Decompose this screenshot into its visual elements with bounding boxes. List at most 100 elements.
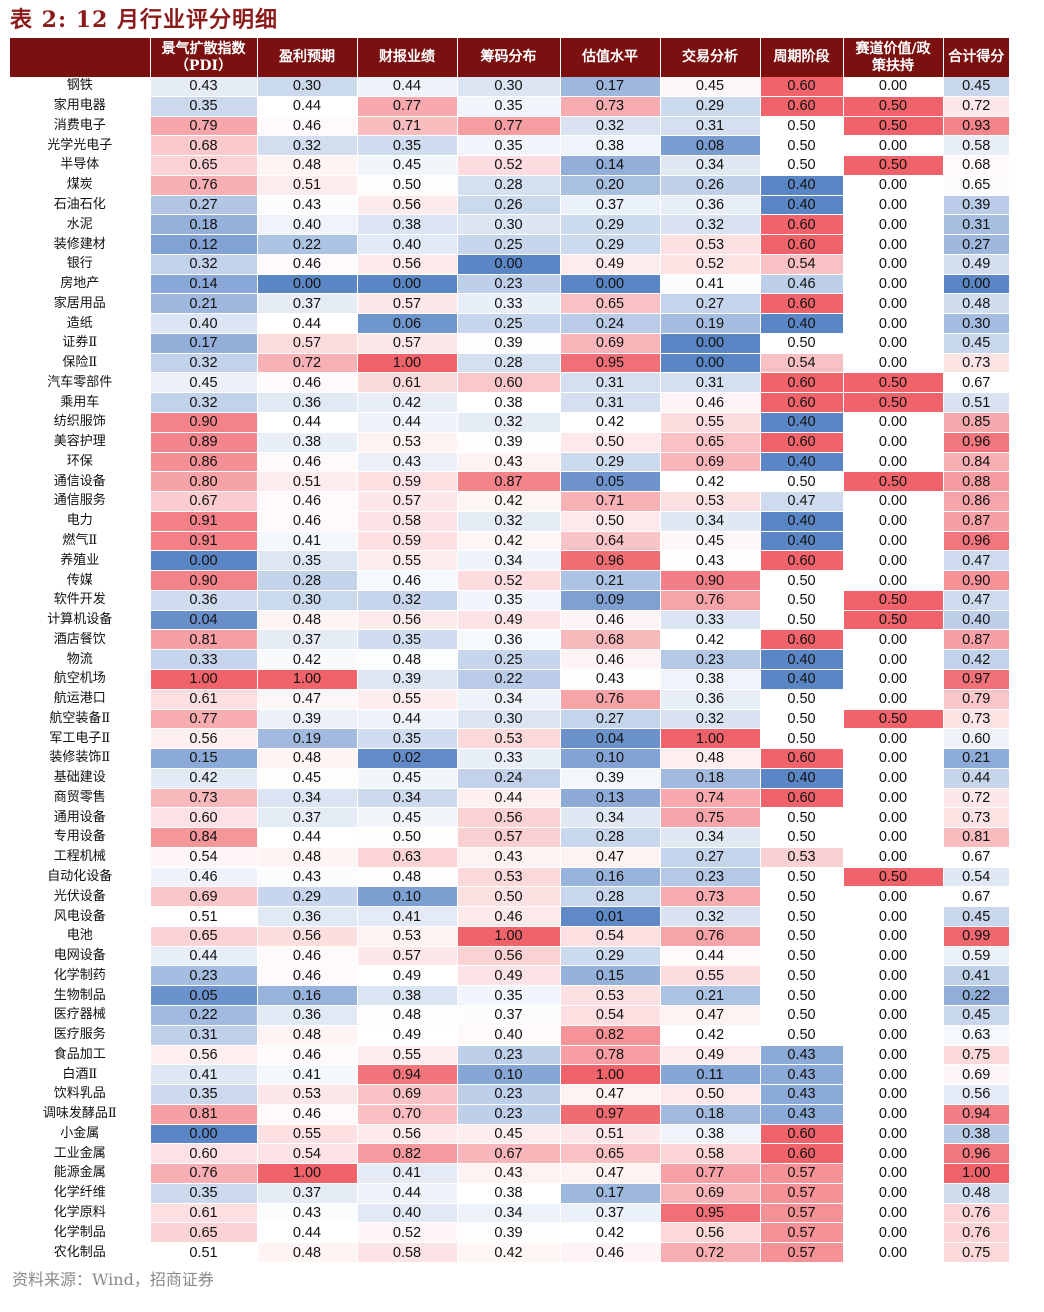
- score-cell: 0.46: [256, 946, 357, 967]
- score-cell: 0.00: [842, 333, 943, 354]
- score-cell: 0.00: [842, 689, 943, 710]
- table-row: 半导体 0.65 0.48 0.45 0.52 0.14 0.34 0.50 0.50 0.68: [10, 155, 1009, 176]
- score-cell: 0.21: [149, 293, 257, 315]
- score-cell: 0.34: [456, 550, 560, 572]
- score-cell: 0.31: [942, 214, 1009, 236]
- score-cell: 0.48: [256, 1242, 357, 1263]
- industry-name: 石油石化: [10, 195, 150, 216]
- score-cell: 0.00: [842, 1064, 943, 1086]
- score-cell: 0.13: [559, 788, 660, 809]
- score-cell: 0.50: [759, 807, 843, 829]
- score-cell: 0.40: [759, 195, 843, 216]
- score-cell: 0.00: [842, 550, 943, 572]
- score-cell: 0.29: [559, 234, 660, 255]
- score-cell: 0.23: [456, 1084, 560, 1105]
- score-cell: 0.42: [456, 491, 560, 512]
- score-cell: 0.71: [356, 116, 457, 137]
- score-cell: 0.50: [759, 709, 843, 730]
- score-cell: 0.00: [256, 274, 357, 295]
- score-cell: 0.47: [942, 590, 1009, 611]
- score-cell: 0.39: [456, 432, 560, 453]
- score-cell: 0.81: [149, 1104, 257, 1125]
- table-row: 乘用车 0.32 0.36 0.42 0.38 0.31 0.46 0.60 0.50 0.51: [10, 392, 1009, 414]
- score-cell: 0.86: [942, 491, 1009, 512]
- score-cell: 0.67: [942, 886, 1009, 908]
- score-cell: 0.34: [559, 807, 660, 829]
- score-cell: 0.65: [149, 1222, 257, 1244]
- score-cell: 0.76: [659, 926, 760, 947]
- industry-name: 航运港口: [10, 689, 150, 710]
- score-cell: 0.74: [659, 788, 760, 809]
- industry-name: 汽车零部件: [10, 372, 150, 394]
- score-cell: 0.36: [659, 195, 760, 216]
- score-cell: 0.10: [456, 1064, 560, 1086]
- industry-name: 农化制品: [10, 1242, 150, 1263]
- score-cell: 0.60: [759, 629, 843, 651]
- score-cell: 0.46: [256, 116, 357, 137]
- score-cell: 0.43: [759, 1104, 843, 1125]
- score-cell: 0.61: [149, 1203, 257, 1224]
- score-cell: 0.50: [759, 886, 843, 908]
- score-cell: 1.00: [149, 669, 257, 690]
- score-cell: 0.42: [356, 392, 457, 414]
- table-row: 工业金属 0.60 0.54 0.82 0.67 0.65 0.58 0.60 0.00 0.96: [10, 1143, 1009, 1165]
- industry-name: 医疗服务: [10, 1025, 150, 1046]
- score-cell: 0.33: [456, 748, 560, 769]
- score-cell: 0.76: [659, 590, 760, 611]
- score-cell: 0.00: [842, 1242, 943, 1263]
- score-cell: 0.50: [842, 392, 943, 414]
- score-cell: 0.40: [256, 214, 357, 236]
- score-cell: 0.67: [942, 372, 1009, 394]
- table-row: 能源金属 0.76 1.00 0.41 0.43 0.47 0.77 0.57 0.00 1.00: [10, 1163, 1009, 1184]
- table-row: 电池 0.65 0.56 0.53 1.00 0.54 0.76 0.50 0.00 0.99: [10, 926, 1009, 947]
- score-cell: 0.33: [149, 649, 257, 670]
- score-cell: 0.50: [842, 709, 943, 730]
- score-cell: 0.57: [256, 333, 357, 354]
- score-cell: 0.48: [256, 610, 357, 631]
- industry-name: 环保: [10, 452, 150, 473]
- industry-name: 电池: [10, 926, 150, 947]
- table-row: 小金属 0.00 0.55 0.56 0.45 0.51 0.38 0.60 0.00 0.38: [10, 1124, 1009, 1145]
- score-cell: 0.61: [356, 372, 457, 394]
- score-cell: 0.17: [559, 1183, 660, 1204]
- industry-name: 软件开发: [10, 590, 150, 611]
- score-cell: 0.50: [842, 116, 943, 137]
- score-cell: 0.57: [356, 333, 457, 354]
- score-cell: 0.69: [942, 1064, 1009, 1086]
- score-cell: 0.43: [559, 669, 660, 690]
- score-cell: 0.35: [356, 728, 457, 750]
- score-cell: 0.00: [842, 965, 943, 987]
- score-cell: 0.73: [942, 807, 1009, 829]
- score-cell: 0.00: [842, 847, 943, 868]
- score-cell: 0.69: [356, 1084, 457, 1105]
- industry-name: 证券Ⅱ: [10, 333, 150, 354]
- score-cell: 0.17: [559, 77, 660, 97]
- table-row: 调味发酵品Ⅱ 0.81 0.46 0.70 0.23 0.97 0.18 0.43 0.00 0.…: [10, 1104, 1009, 1125]
- score-cell: 0.00: [149, 550, 257, 572]
- score-cell: 0.81: [942, 827, 1009, 848]
- table-row: 保险Ⅱ 0.32 0.72 1.00 0.28 0.95 0.00 0.54 0.00 0.73: [10, 353, 1009, 374]
- score-cell: 0.78: [559, 1045, 660, 1066]
- table-row: 银行 0.32 0.46 0.56 0.00 0.49 0.52 0.54 0.00 0.49: [10, 254, 1009, 275]
- score-cell: 0.48: [659, 748, 760, 769]
- score-cell: 0.56: [356, 195, 457, 216]
- score-cell: 0.60: [759, 372, 843, 394]
- score-cell: 0.99: [942, 926, 1009, 947]
- industry-name: 传媒: [10, 570, 150, 591]
- score-cell: 0.50: [759, 610, 843, 631]
- score-cell: 0.50: [759, 946, 843, 967]
- industry-name: 家用电器: [10, 96, 150, 117]
- table-row: 装修装饰Ⅱ 0.15 0.48 0.02 0.33 0.10 0.48 0.60 0.00 0.2…: [10, 748, 1009, 769]
- table-row: 燃气Ⅱ 0.91 0.41 0.59 0.42 0.64 0.45 0.40 0.00 0.96: [10, 531, 1009, 552]
- score-cell: 0.44: [256, 412, 357, 433]
- score-cell: 0.47: [659, 1005, 760, 1026]
- score-cell: 0.69: [149, 886, 257, 908]
- score-cell: 0.43: [759, 1064, 843, 1086]
- score-cell: 0.50: [759, 1025, 843, 1046]
- column-header-6: 交易分析: [659, 38, 760, 77]
- score-cell: 0.65: [149, 926, 257, 947]
- score-cell: 0.00: [842, 649, 943, 670]
- score-cell: 0.50: [759, 827, 843, 848]
- score-cell: 0.54: [256, 1143, 357, 1165]
- score-cell: 0.00: [842, 175, 943, 196]
